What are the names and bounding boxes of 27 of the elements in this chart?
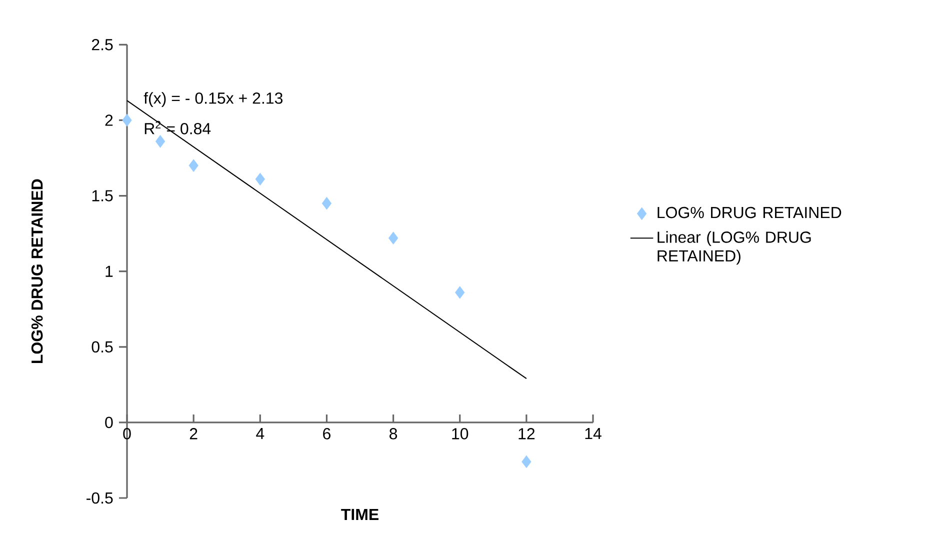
x-tick-label: 12 [518, 428, 535, 440]
point [156, 135, 166, 148]
point [455, 286, 465, 299]
y-tick-label: 2.5 [92, 39, 113, 50]
y-axis-title: LOG% DRUG RETAINED [31, 179, 43, 364]
x-tick-label: 4 [256, 428, 264, 440]
y-tick-label: 1 [106, 266, 113, 277]
legend-label: LOG% DRUG RETAINED [658, 206, 842, 218]
x-tick-label: 10 [452, 428, 468, 440]
annotation: f(x) = - 0.15x + 2.13 [144, 92, 282, 107]
point [522, 455, 532, 468]
point [188, 159, 198, 172]
x-tick-label: 2 [190, 428, 198, 440]
x-tick-label: 6 [323, 428, 330, 440]
x-tick-label: 8 [390, 428, 398, 440]
legend-label: Linear (LOG% DRUG RETAINED) [658, 231, 811, 265]
y-tick-label: 0.5 [92, 341, 113, 353]
y-tick-label: 1.5 [92, 190, 113, 202]
point [322, 197, 332, 210]
y-tick-label: -0.5 [86, 492, 113, 504]
y-tick-label: 2 [105, 114, 113, 126]
x-tick-label: 14 [585, 428, 602, 440]
point [388, 232, 398, 244]
point [255, 172, 265, 186]
x-axis-title: TIME [341, 508, 378, 520]
y-tick-label: 0 [105, 416, 113, 428]
point [122, 114, 132, 126]
